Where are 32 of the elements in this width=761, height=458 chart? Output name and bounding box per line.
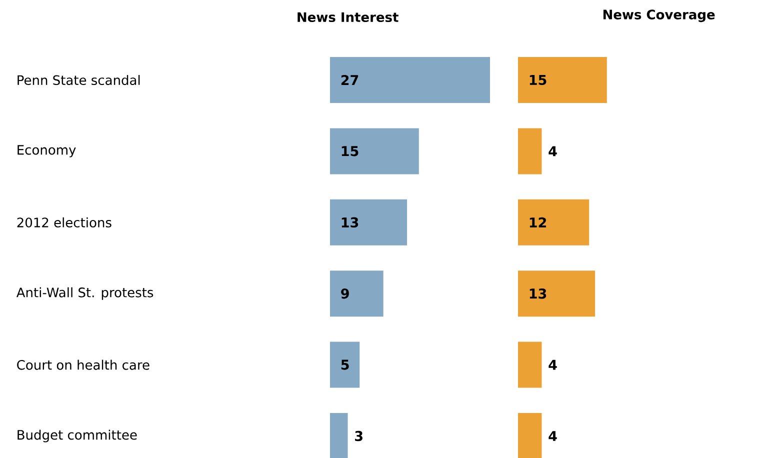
data-label: 4 bbox=[548, 146, 557, 156]
bar bbox=[518, 57, 607, 103]
data-label: 13 bbox=[530, 288, 546, 299]
y-tick-label: Court on health care bbox=[17, 360, 150, 370]
data-label: 27 bbox=[341, 74, 358, 86]
data-label: 4 bbox=[548, 431, 557, 441]
text: News Coverage bbox=[603, 10, 715, 22]
chart-title: News Interest bbox=[298, 12, 398, 22]
data-label: 5 bbox=[341, 360, 349, 370]
y-tick-label: Anti-Wall St. protests bbox=[16, 287, 154, 300]
bar bbox=[330, 57, 490, 103]
bar bbox=[330, 128, 419, 174]
bar bbox=[518, 342, 542, 388]
data-label: 4 bbox=[548, 360, 557, 370]
y-tick-label: Economy bbox=[18, 145, 76, 158]
data-label: 15 bbox=[342, 146, 358, 156]
data-label: 12 bbox=[530, 217, 546, 228]
data-label: 13 bbox=[342, 217, 358, 228]
y-tick-label: Budget committee bbox=[18, 430, 137, 442]
bar bbox=[518, 413, 542, 458]
data-label: 3 bbox=[355, 430, 362, 442]
data-label: 15 bbox=[530, 74, 546, 86]
bar bbox=[330, 199, 408, 246]
bar bbox=[330, 270, 384, 317]
bar bbox=[518, 128, 542, 174]
bar bbox=[330, 342, 360, 388]
y-tick-label: Penn State scandal bbox=[18, 74, 140, 86]
y-tick-label: 2012 elections bbox=[17, 217, 112, 228]
data-label: 9 bbox=[341, 288, 349, 299]
bar bbox=[518, 270, 596, 317]
bar bbox=[518, 199, 590, 246]
bar bbox=[330, 413, 348, 458]
